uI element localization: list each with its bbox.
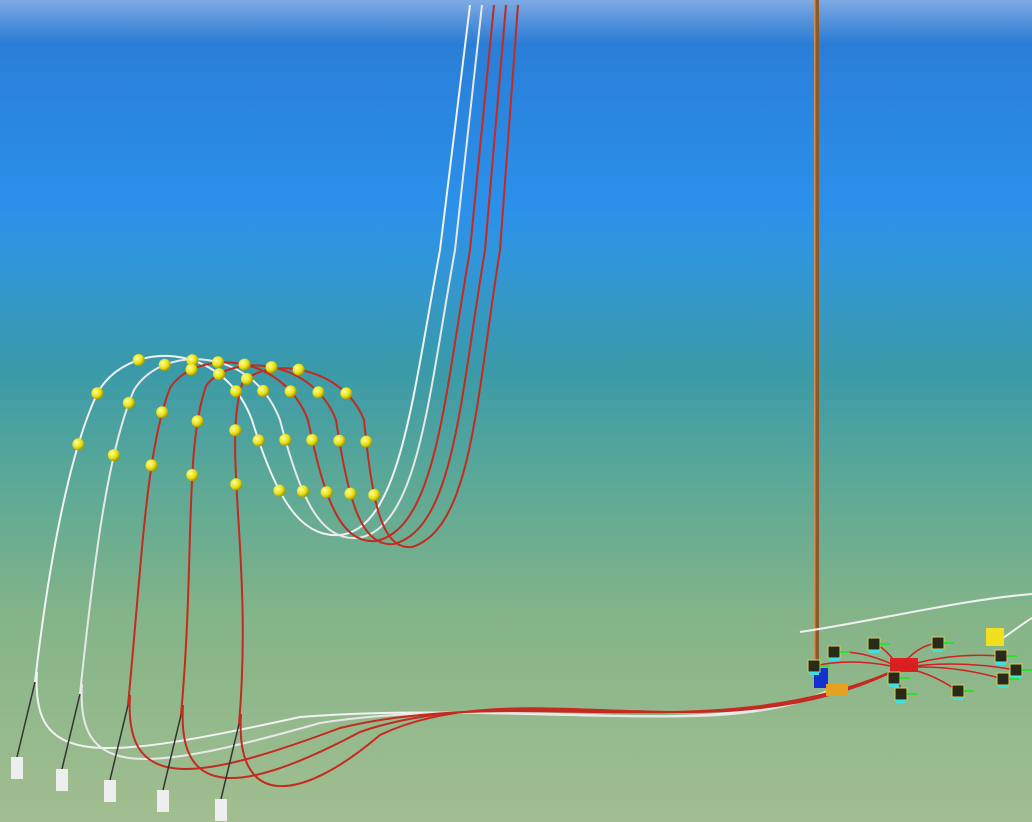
buoy xyxy=(158,358,171,371)
buoy xyxy=(306,434,319,447)
wellhead-base xyxy=(889,684,899,687)
anchor xyxy=(104,780,116,802)
buoy xyxy=(230,385,243,398)
jumper xyxy=(813,661,901,669)
buoy xyxy=(344,487,357,500)
wellhead-base xyxy=(829,658,839,661)
buoy xyxy=(320,486,333,499)
buoy xyxy=(333,434,346,447)
buoy xyxy=(284,385,297,398)
wellhead xyxy=(996,672,1010,686)
wellhead-base xyxy=(953,697,963,700)
riser xyxy=(34,4,471,683)
flowline xyxy=(128,667,901,770)
wellhead xyxy=(1009,663,1023,677)
buoy xyxy=(360,435,373,448)
buoy xyxy=(368,489,381,502)
buoy xyxy=(238,358,251,371)
wellhead xyxy=(894,687,908,701)
buoy xyxy=(107,449,120,462)
wellhead-base xyxy=(1011,676,1021,679)
subsea-equipment xyxy=(807,628,1032,703)
tether xyxy=(220,723,240,800)
buoy xyxy=(145,459,158,472)
buoy xyxy=(185,363,198,376)
anchor xyxy=(56,769,68,791)
wellhead xyxy=(807,659,821,673)
anchor xyxy=(157,790,169,812)
jumper xyxy=(899,666,1004,680)
flowline xyxy=(80,683,831,760)
buoy xyxy=(273,484,286,497)
buoy xyxy=(279,433,292,446)
wellhead xyxy=(931,636,945,650)
tether xyxy=(16,681,36,758)
tether xyxy=(61,693,81,770)
wellhead xyxy=(827,645,841,659)
buoy xyxy=(229,424,242,437)
wellhead xyxy=(867,637,881,651)
buoy xyxy=(213,368,226,381)
flowline xyxy=(239,667,901,788)
risers xyxy=(16,4,901,800)
buoy xyxy=(156,406,169,419)
manifold xyxy=(890,658,918,672)
wellhead-base xyxy=(933,649,943,652)
buoy xyxy=(91,387,104,400)
tether xyxy=(109,704,129,781)
jumper xyxy=(899,654,1002,669)
flowline xyxy=(181,667,901,779)
riser xyxy=(180,4,507,716)
buoy xyxy=(212,356,225,369)
anchor xyxy=(215,799,227,821)
buoy xyxy=(186,469,199,482)
yellow-module xyxy=(986,628,1004,646)
riser xyxy=(127,4,495,706)
buoy xyxy=(122,396,135,409)
wellhead-base xyxy=(996,662,1006,665)
buoy xyxy=(72,438,85,451)
buoy xyxy=(340,387,353,400)
wellhead xyxy=(994,649,1008,663)
buoy xyxy=(292,363,305,376)
anchors xyxy=(11,757,227,821)
export-line xyxy=(799,593,1032,633)
wellhead-base xyxy=(896,700,906,703)
buoy xyxy=(132,354,145,367)
manifold xyxy=(826,684,848,696)
wellhead-base xyxy=(998,685,1008,688)
jumper xyxy=(899,663,1017,671)
vertical-riser xyxy=(814,0,819,680)
tether xyxy=(162,714,182,791)
buoy xyxy=(257,384,270,397)
buoy xyxy=(186,354,199,367)
buoyancy-modules xyxy=(72,354,381,502)
anchor xyxy=(11,757,23,779)
wellhead-base xyxy=(869,650,879,653)
wellhead xyxy=(951,684,965,698)
buoy xyxy=(191,415,204,428)
wellhead-base xyxy=(809,672,819,675)
buoy xyxy=(230,478,243,491)
vertical-riser-highlight xyxy=(814,0,816,680)
buoy xyxy=(240,372,253,385)
buoy xyxy=(252,434,265,447)
riser xyxy=(79,4,483,695)
buoy xyxy=(265,361,278,374)
wellhead xyxy=(887,671,901,685)
buoy xyxy=(312,386,325,399)
buoy xyxy=(296,485,309,498)
